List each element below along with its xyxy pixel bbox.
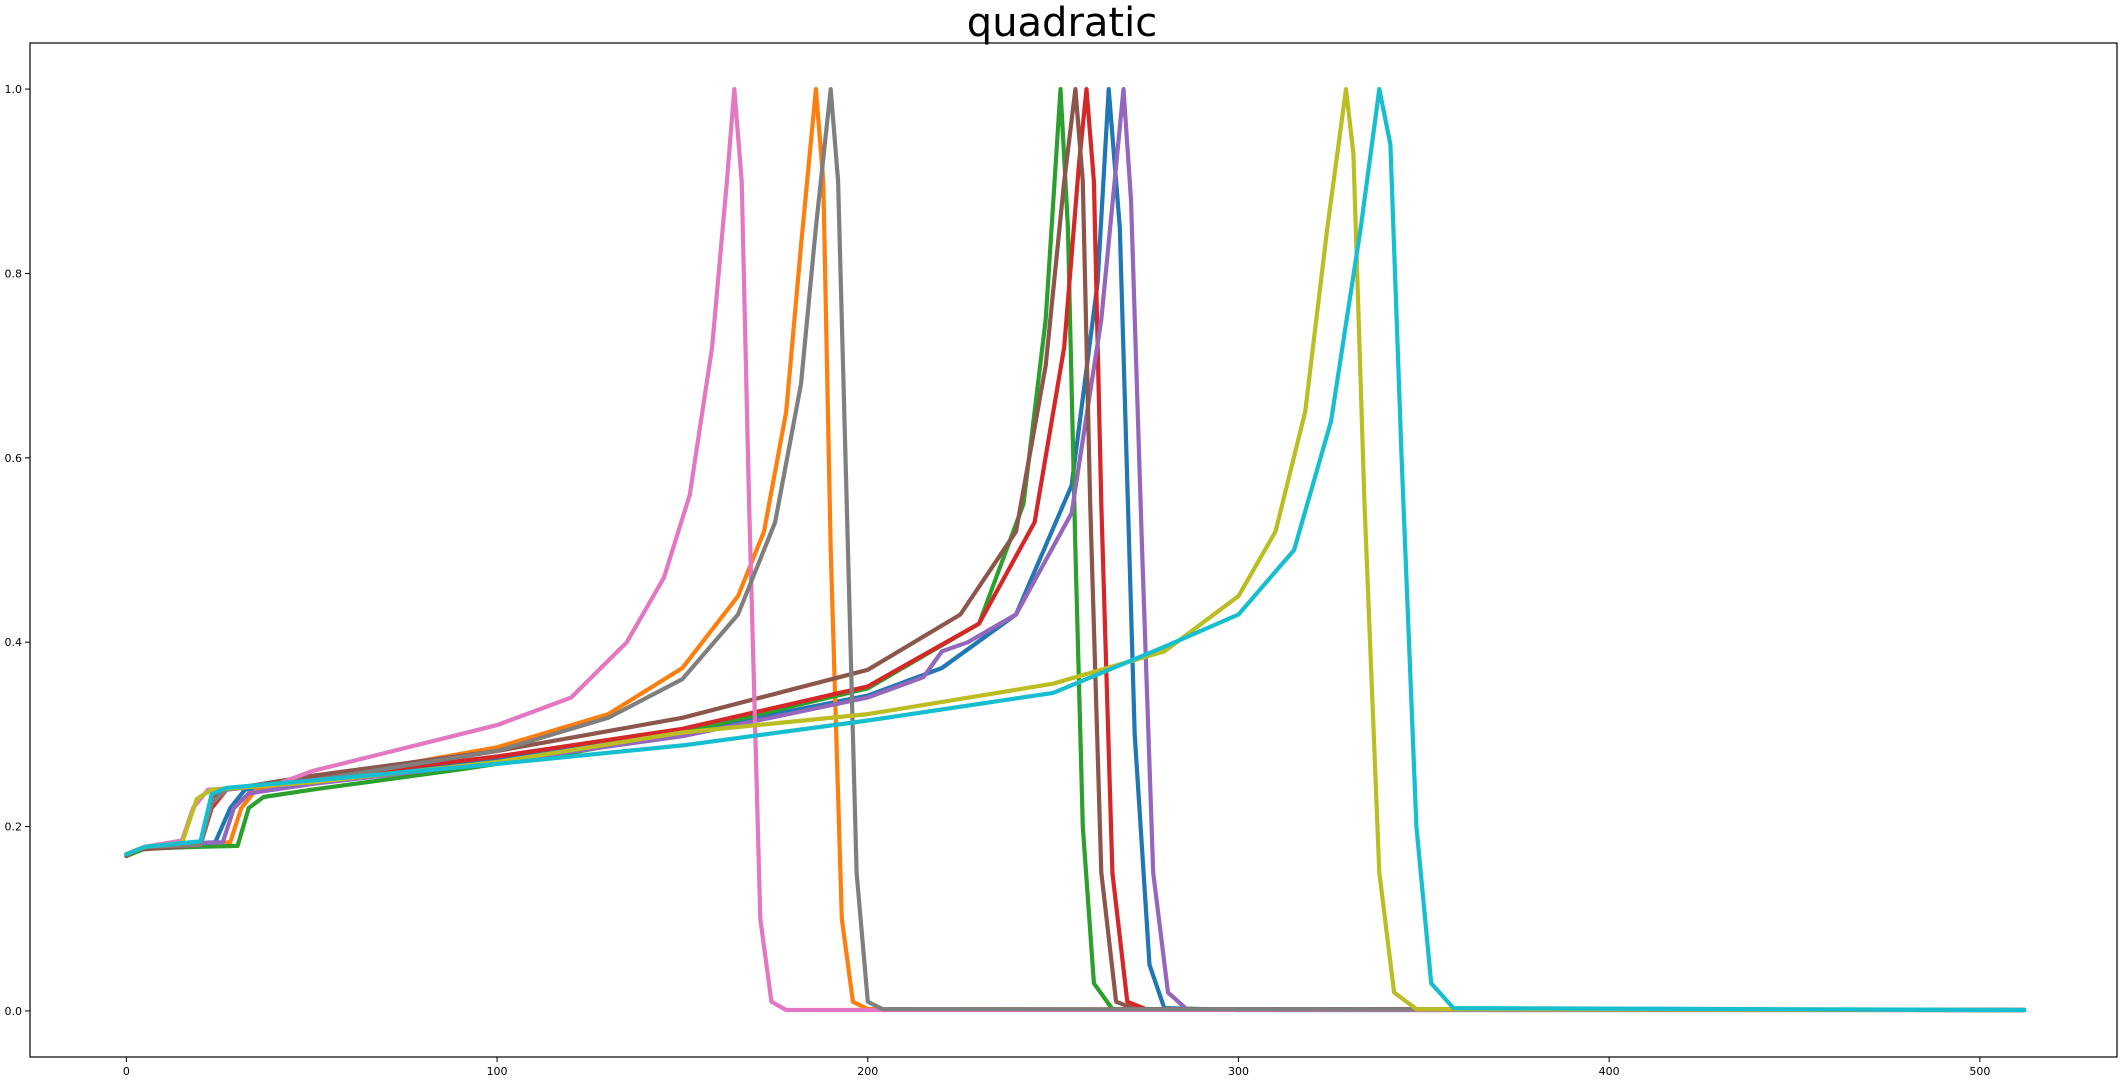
x-tick-label: 100 xyxy=(487,1065,508,1078)
plot-frame xyxy=(29,42,2118,1058)
series-red xyxy=(124,87,2027,1013)
x-tick-label: 400 xyxy=(1599,1065,1620,1078)
x-tick-label: 0 xyxy=(123,1065,130,1078)
y-tick-label: 0.8 xyxy=(5,267,23,280)
x-tick-label: 200 xyxy=(857,1065,878,1078)
y-tick-label: 0.6 xyxy=(5,452,23,465)
series-orange xyxy=(124,87,2027,1013)
y-tick-label: 0.4 xyxy=(5,636,23,649)
y-tick-label: 0.2 xyxy=(5,821,23,834)
series-olive xyxy=(124,87,2027,1013)
series-gray xyxy=(124,87,2027,1013)
y-tick-label: 1.0 xyxy=(5,83,23,96)
x-tick-label: 500 xyxy=(1969,1065,1990,1078)
chart-title: quadratic xyxy=(966,0,1158,46)
tick-layer: 0 100 200 300 400 500 0.0 0.2 0.4 0.6 0.8 1.0 xyxy=(5,83,1991,1078)
x-tick-label: 300 xyxy=(1228,1065,1249,1078)
series-layer xyxy=(124,87,2027,1013)
y-tick-label: 0.0 xyxy=(5,1005,23,1018)
series-cyan xyxy=(124,87,2027,1013)
